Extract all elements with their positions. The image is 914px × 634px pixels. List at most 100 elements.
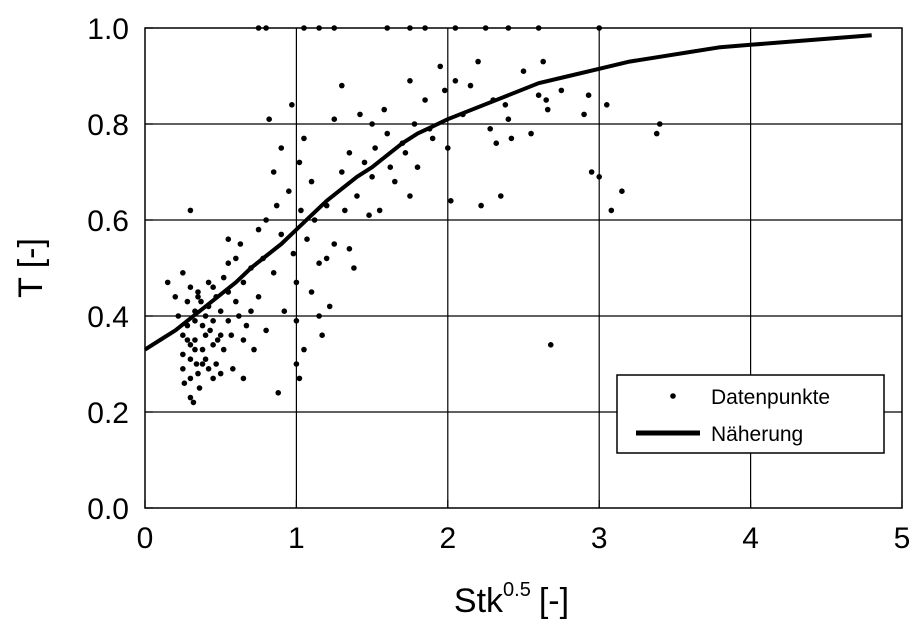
data-point: [293, 318, 300, 324]
data-point: [199, 322, 206, 329]
data-point: [233, 255, 239, 262]
data-point: [217, 308, 224, 315]
data-point: [198, 298, 204, 305]
data-point: [192, 318, 198, 324]
data-point: [387, 164, 394, 170]
data-point: [376, 207, 383, 214]
data-point: [296, 375, 303, 382]
data-point: [445, 145, 451, 151]
data-point: [225, 260, 232, 267]
data-point: [273, 202, 280, 209]
data-point: [172, 294, 179, 300]
data-point: [543, 97, 550, 103]
grid-lines: [145, 28, 902, 508]
data-point: [301, 346, 307, 353]
data-point: [180, 332, 186, 339]
data-point: [467, 82, 474, 89]
data-point: [207, 327, 213, 334]
data-point: [278, 231, 285, 238]
data-point: [195, 370, 201, 377]
data-point: [357, 111, 363, 118]
data-point: [392, 178, 398, 185]
data-point: [487, 126, 493, 132]
data-point: [220, 274, 227, 281]
data-point: [603, 102, 610, 108]
x-tick-label: 1: [288, 522, 305, 555]
data-point: [478, 202, 484, 209]
data-point: [366, 212, 372, 218]
data-point: [184, 298, 191, 305]
data-point: [214, 337, 221, 343]
data-point: [286, 188, 292, 194]
data-point: [205, 366, 212, 372]
data-point: [354, 193, 360, 199]
data-point: [588, 169, 595, 175]
data-point: [237, 241, 244, 247]
plot-frame: [144, 27, 903, 509]
data-point: [240, 279, 247, 286]
data-point: [441, 87, 448, 94]
data-point: [296, 159, 303, 166]
data-point: [346, 150, 353, 156]
data-point: [290, 250, 297, 257]
data-point: [502, 102, 509, 108]
y-tick-label: 0.0: [87, 493, 129, 526]
data-point: [192, 337, 198, 343]
data-point: [372, 145, 378, 151]
data-point: [429, 135, 436, 142]
x-tick-label: 2: [439, 522, 456, 555]
x-tick-label: 3: [591, 522, 608, 555]
data-point: [508, 135, 515, 142]
data-point: [585, 92, 592, 98]
data-point: [298, 207, 304, 214]
y-tick-label: 0.2: [87, 397, 129, 430]
data-point: [384, 130, 391, 137]
data-point: [202, 356, 209, 363]
data-points: [164, 25, 663, 406]
data-point: [547, 342, 554, 348]
legend-label-naeherung: Näherung: [711, 423, 803, 446]
data-point: [180, 366, 186, 372]
data-point: [304, 236, 310, 242]
data-point: [381, 106, 388, 113]
data-point: [497, 193, 504, 199]
data-point: [281, 308, 288, 315]
data-point: [270, 169, 277, 175]
data-point: [369, 174, 375, 180]
data-point: [361, 159, 368, 166]
data-point: [369, 121, 375, 127]
data-point: [225, 236, 232, 242]
data-point: [187, 207, 194, 214]
data-point: [213, 361, 219, 367]
axis-ticks: 0 1 2 3 4 5 0.0 0.2 0.4 0.6 0.8 1.0: [87, 13, 910, 555]
data-point: [437, 63, 444, 70]
data-point: [164, 279, 171, 286]
data-point: [619, 188, 625, 194]
data-point: [608, 207, 615, 214]
data-point: [217, 370, 224, 377]
data-point: [248, 308, 254, 315]
data-point: [308, 289, 315, 295]
legend-label-datenpunkte: Datenpunkte: [711, 386, 830, 409]
legend-box: [616, 374, 885, 454]
x-tick-label: 0: [137, 522, 154, 555]
data-point: [187, 284, 194, 291]
data-point: [184, 337, 191, 343]
data-point: [180, 351, 186, 358]
data-point: [493, 140, 500, 146]
data-point: [192, 346, 198, 353]
x-axis-label-sup: 0.5: [503, 579, 531, 601]
data-point: [240, 375, 247, 382]
data-point: [225, 318, 232, 324]
data-point: [193, 361, 200, 367]
data-point: [323, 255, 330, 262]
data-point: [316, 260, 322, 267]
data-point: [331, 241, 338, 247]
data-point: [326, 303, 333, 310]
data-point: [187, 394, 194, 401]
data-point: [422, 97, 428, 103]
x-axis-label-unit: [-]: [539, 582, 569, 620]
data-point: [196, 385, 203, 391]
